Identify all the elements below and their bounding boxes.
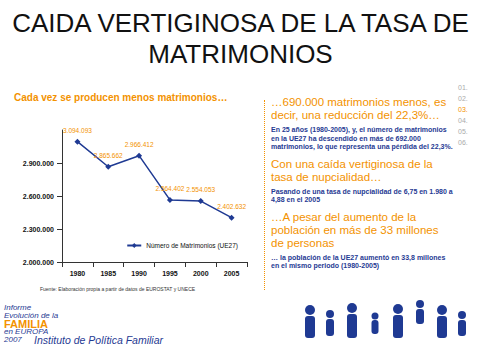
html-text:04.: 04. — [458, 117, 468, 124]
html-text:Evolución de la: Evolución de la — [4, 311, 59, 320]
svg-text:2.000.000: 2.000.000 — [23, 259, 54, 266]
html-text:…690.000 matrimonios menos, es: …690.000 matrimonios menos, es decir, un… — [271, 96, 447, 121]
html-text:Fuente: Elaboración propia a p: Fuente: Elaboración propia a partir de d… — [40, 286, 196, 292]
html-text:2007: 2007 — [4, 335, 22, 344]
svg-text:1980: 1980 — [70, 270, 86, 277]
svg-text:1995: 1995 — [162, 270, 178, 277]
html-text:05.: 05. — [458, 128, 468, 135]
svg-text:2000: 2000 — [193, 270, 209, 277]
html-text:02.: 02. — [458, 95, 468, 102]
html-text:Instituto de Política Familiar: Instituto de Política Familiar — [34, 334, 163, 346]
svg-text:Número de Matrimonios (UE27): Número de Matrimonios (UE27) — [146, 242, 238, 250]
html-text:FAMILIA: FAMILIA — [4, 318, 48, 330]
svg-text:2.564.402: 2.564.402 — [155, 185, 184, 192]
svg-text:2.865.662: 2.865.662 — [94, 152, 123, 159]
html-text:Cada vez se producen menos mat: Cada vez se producen menos matrimonios… — [14, 92, 228, 103]
html-text:Pasando de una tasa de nupcial: Pasando de una tasa de nupcialidad de 6,… — [271, 187, 453, 203]
svg-text:2.300.000: 2.300.000 — [23, 226, 54, 233]
svg-text:2.554.053: 2.554.053 — [186, 186, 215, 193]
html-text:…A pesar del aumento de la pob: …A pesar del aumento de la población en … — [271, 210, 439, 249]
html-text:CAIDA VERTIGINOSA DE LA TASA D: CAIDA VERTIGINOSA DE LA TASA DE MATRIMON… — [12, 8, 469, 69]
html-text:01.: 01. — [458, 84, 468, 91]
svg-text:1990: 1990 — [131, 270, 147, 277]
svg-text:2.900.000: 2.900.000 — [23, 160, 54, 167]
svg-text:2.600.000: 2.600.000 — [23, 193, 54, 200]
html-text:Informe: Informe — [4, 303, 32, 312]
svg-text:1985: 1985 — [100, 270, 116, 277]
html-text:03.: 03. — [458, 106, 468, 113]
html-text:en EUROPA: en EUROPA — [4, 327, 49, 336]
svg-text:2.966.412: 2.966.412 — [125, 141, 154, 148]
html-text:06.: 06. — [458, 139, 468, 146]
html-text:… la población de la UE27 aume: … la población de la UE27 aumentó en 33,… — [271, 253, 446, 269]
svg-text:3.094.093: 3.094.093 — [63, 127, 92, 134]
html-text:Con una caída vertiginosa de l: Con una caída vertiginosa de la tasa de … — [271, 157, 433, 183]
html-text:En 25 años (1980-2005), y, el: En 25 años (1980-2005), y, el número de … — [271, 126, 453, 150]
svg-text:2.402.632: 2.402.632 — [217, 203, 246, 210]
svg-text:2005: 2005 — [224, 270, 240, 277]
